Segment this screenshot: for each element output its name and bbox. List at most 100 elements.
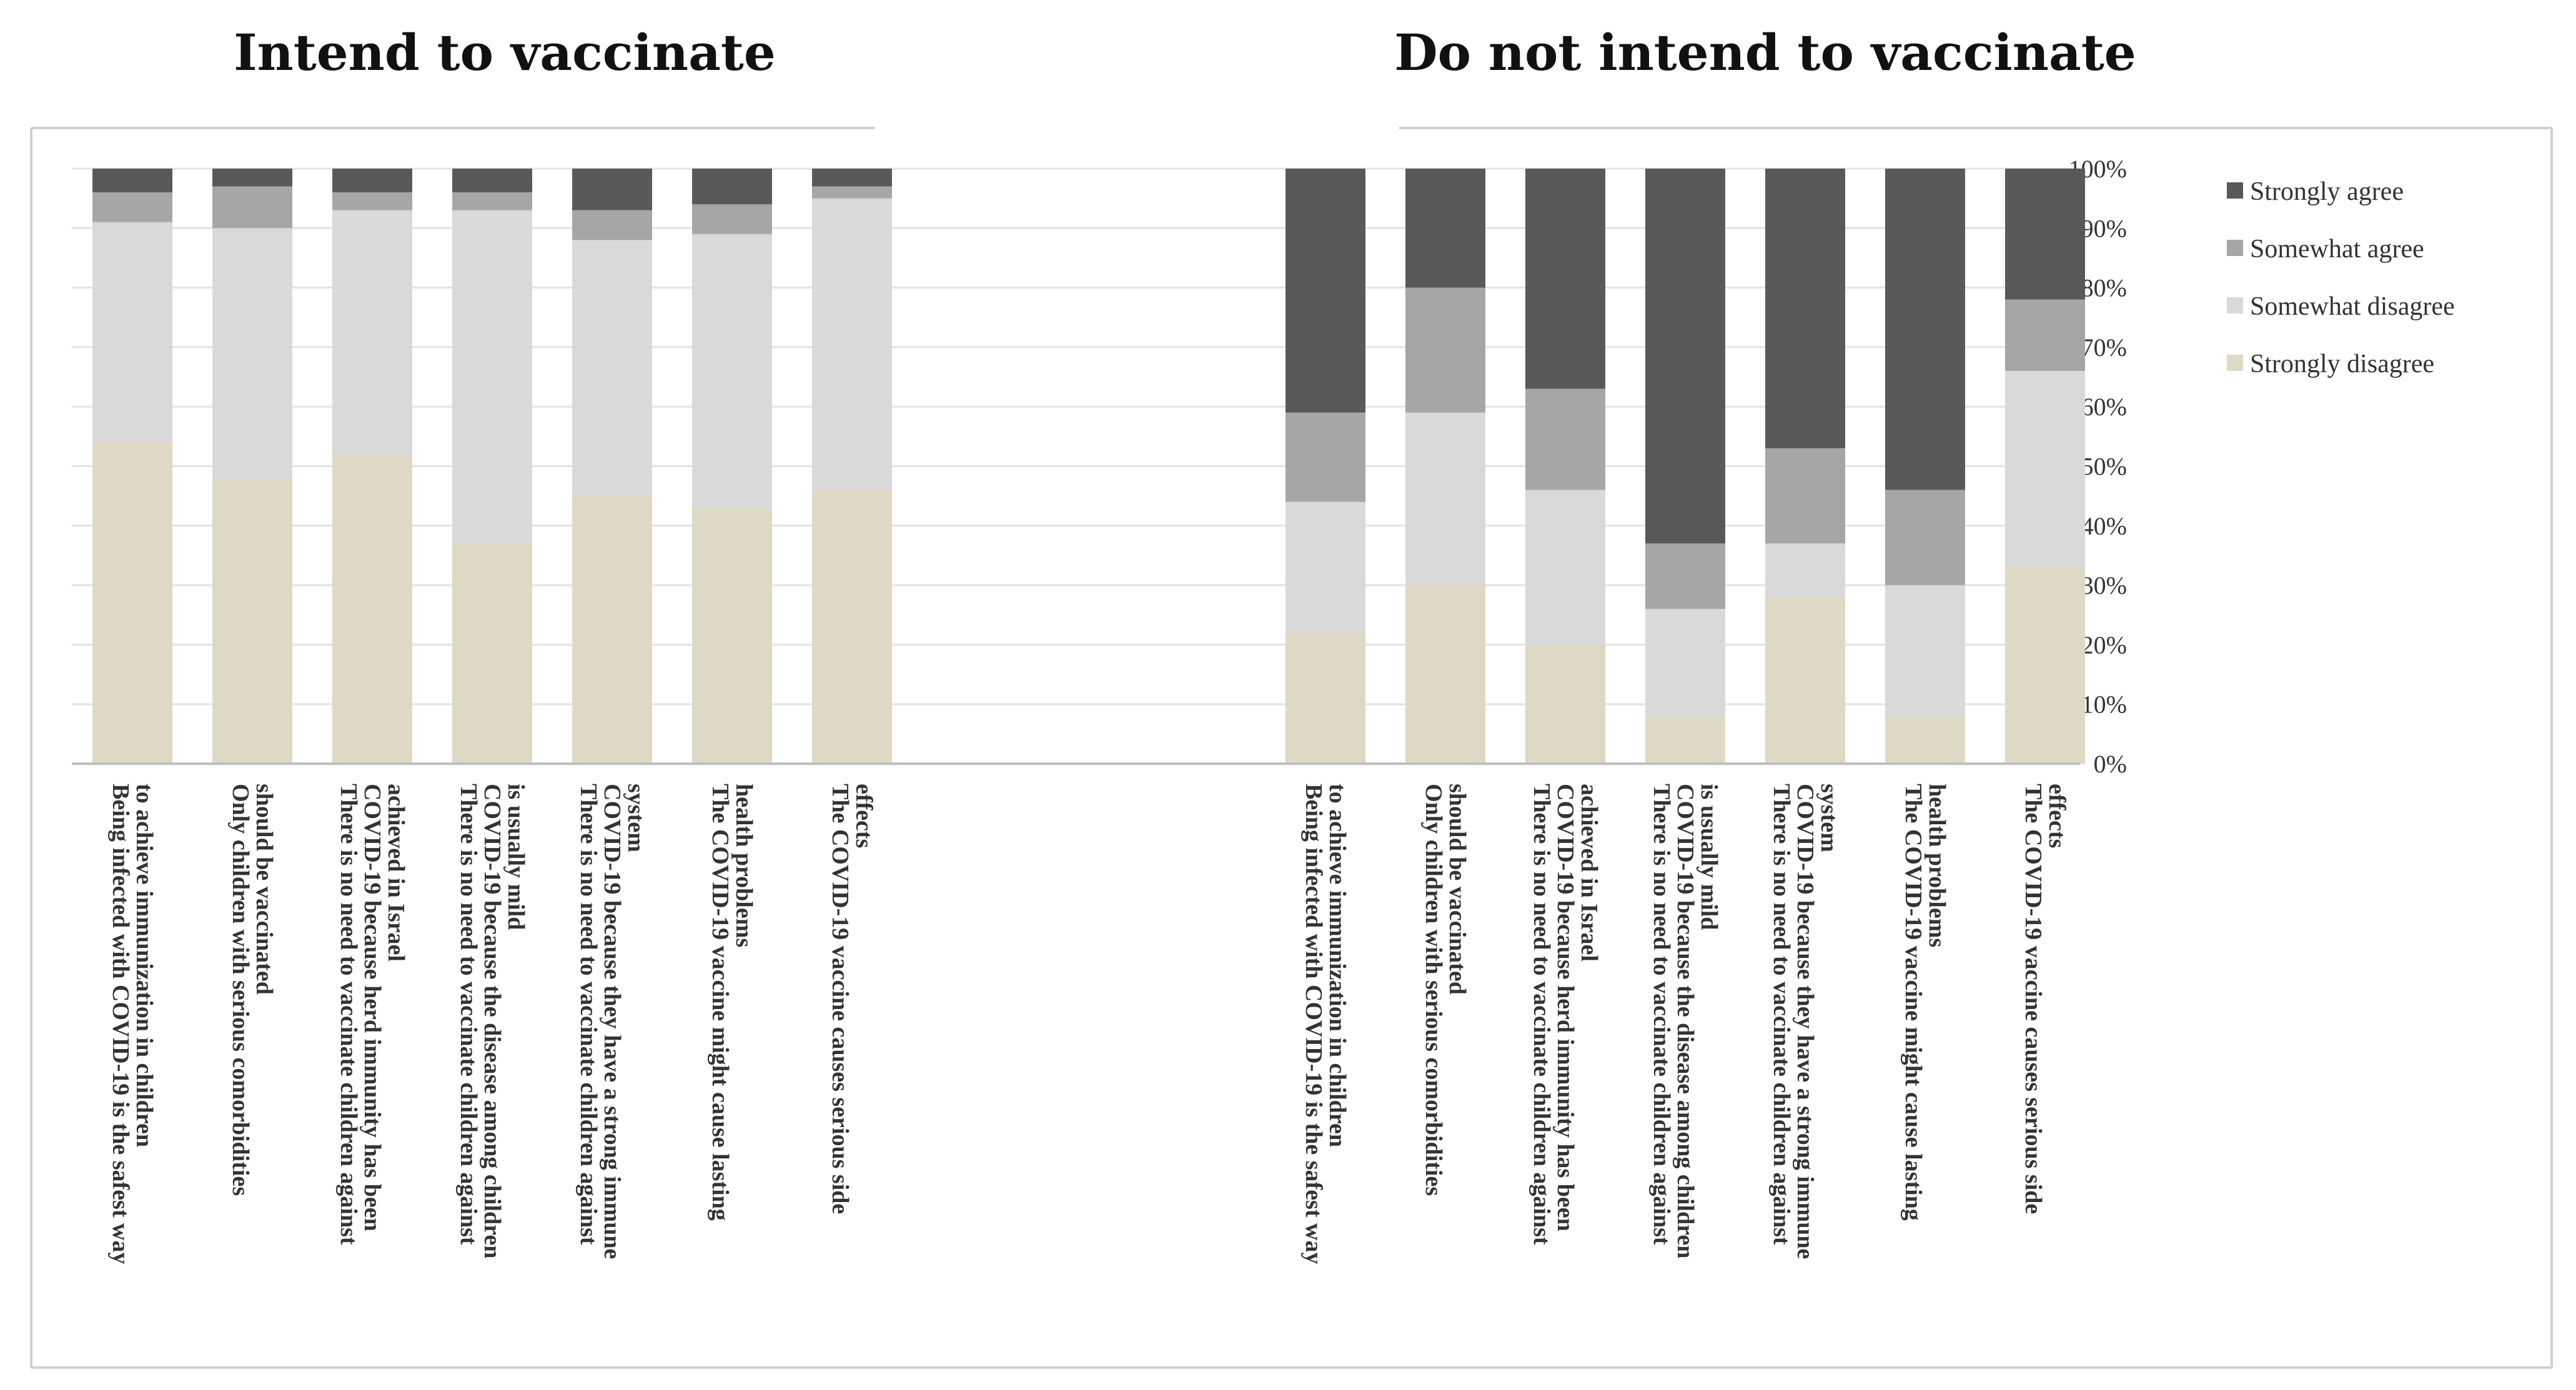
bar-segment-somewhat-agree xyxy=(1885,490,1965,586)
bar-segment-somewhat-disagree xyxy=(2005,371,2085,568)
bar-segment-somewhat-disagree xyxy=(212,228,292,478)
bar-segment-somewhat-disagree xyxy=(692,234,772,508)
category-label-line: COVID-19 because the disease among child… xyxy=(1672,784,1698,1258)
bar-segment-strongly-disagree xyxy=(452,543,532,764)
bar-segment-somewhat-agree xyxy=(812,186,892,199)
y-tick-label: 40% xyxy=(2081,512,2127,540)
bar-segment-somewhat-agree xyxy=(2005,299,2085,372)
bar-segment-strongly-agree xyxy=(692,169,772,205)
category-label: Being infected with COVID-19 is the safe… xyxy=(107,784,157,1264)
category-label-line: There is no need to vaccinate children a… xyxy=(335,784,362,1245)
category-label-line: Being infected with COVID-19 is the safe… xyxy=(107,784,134,1264)
category-label-line: The COVID-19 vaccine causes serious side xyxy=(2020,784,2046,1214)
category-label-line: health problems xyxy=(731,784,757,947)
legend-label: Strongly agree xyxy=(2250,177,2404,206)
category-label: There is no need to vaccinate children a… xyxy=(1768,784,1842,1259)
bar-segment-strongly-disagree xyxy=(212,478,292,764)
bar-segment-strongly-disagree xyxy=(572,496,652,764)
category-label-text: The COVID-19 vaccine might cause lasting… xyxy=(707,784,757,1221)
category-label-text: There is no need to vaccinate children a… xyxy=(1528,784,1602,1245)
bar-segment-strongly-agree xyxy=(1645,169,1725,544)
bar-segment-strongly-agree xyxy=(452,169,532,193)
category-label-line: There is no need to vaccinate children a… xyxy=(1768,784,1795,1245)
category-label-line: The COVID-19 vaccine might cause lasting xyxy=(707,784,733,1221)
category-label-line: is usually mild xyxy=(503,784,529,930)
category-label-line: to achieve immunization in children xyxy=(1324,784,1350,1147)
y-tick-label: 0% xyxy=(2094,750,2127,778)
bar-segment-strongly-agree xyxy=(92,169,172,193)
bar-segment-strongly-disagree xyxy=(1525,644,1605,764)
category-label-line: is usually mild xyxy=(1696,784,1722,930)
bar-segment-somewhat-agree xyxy=(692,204,772,234)
category-label-text: The COVID-19 vaccine causes serious side… xyxy=(2020,784,2070,1214)
bar-segment-somewhat-disagree xyxy=(1645,609,1725,716)
category-label-line: COVID-19 because they have a strong immu… xyxy=(599,784,625,1259)
category-label-line: COVID-19 because herd immunity has been xyxy=(359,784,385,1231)
y-tick-label: 90% xyxy=(2081,214,2127,242)
bar-segment-strongly-agree xyxy=(212,169,292,187)
y-tick-label: 50% xyxy=(2081,453,2127,481)
legend-label: Somewhat agree xyxy=(2250,235,2424,264)
category-label-line: There is no need to vaccinate children a… xyxy=(455,784,482,1245)
category-label-line: There is no need to vaccinate children a… xyxy=(575,784,602,1245)
bar-segment-strongly-disagree xyxy=(2005,567,2085,764)
y-tick-label: 80% xyxy=(2081,274,2127,302)
category-label: There is no need to vaccinate children a… xyxy=(1528,784,1602,1245)
category-label-line: effects xyxy=(851,784,877,848)
category-label-line: effects xyxy=(2044,784,2070,848)
legend-swatch xyxy=(2227,355,2243,371)
bar-segment-strongly-disagree xyxy=(332,454,412,764)
category-label-text: Being infected with COVID-19 is the safe… xyxy=(107,784,157,1264)
category-label-text: The COVID-19 vaccine might cause lasting… xyxy=(1900,784,1950,1221)
y-tick-label: 30% xyxy=(2081,571,2127,599)
category-label: The COVID-19 vaccine causes serious side… xyxy=(827,784,877,1214)
bar-segment-strongly-agree xyxy=(2005,169,2085,300)
category-label-line: The COVID-19 vaccine causes serious side xyxy=(827,784,853,1214)
bar-segment-somewhat-disagree xyxy=(92,222,172,443)
panel-title-intend: Intend to vaccinate xyxy=(234,23,776,82)
legend: Strongly agree Somewhat agree Somewhat dis… xyxy=(2227,177,2455,378)
category-label-line: COVID-19 because the disease among child… xyxy=(479,784,505,1258)
category-label: There is no need to vaccinate children a… xyxy=(455,784,529,1258)
y-axis-tick-labels: 0%10%20%30%40%50%60%70%80%90%100% xyxy=(2069,155,2127,778)
category-label-line: system xyxy=(1816,784,1842,852)
category-label-text: There is no need to vaccinate children a… xyxy=(1768,784,1842,1259)
y-tick-label: 70% xyxy=(2081,333,2127,362)
bar-segment-somewhat-agree xyxy=(1765,448,1845,544)
category-label: Only children with serious comorbidities… xyxy=(227,784,277,1196)
panel-title-not-intend: Do not intend to vaccinate xyxy=(1394,23,2136,82)
category-label: Being infected with COVID-19 is the safe… xyxy=(1300,784,1350,1264)
category-label-line: should be vaccinated xyxy=(251,784,277,995)
category-label-line: COVID-19 because they have a strong immu… xyxy=(1792,784,1818,1259)
category-label-line: to achieve immunization in children xyxy=(131,784,157,1147)
category-label-line: Being infected with COVID-19 is the safe… xyxy=(1300,784,1327,1264)
bar-segment-somewhat-agree xyxy=(572,210,652,240)
legend-swatch xyxy=(2227,240,2243,256)
bar-segment-strongly-agree xyxy=(572,169,652,210)
category-label: Only children with serious comorbidities… xyxy=(1420,784,1470,1196)
bar-segment-strongly-disagree xyxy=(692,508,772,764)
category-label-line: The COVID-19 vaccine might cause lasting xyxy=(1900,784,1926,1221)
category-label-line: achieved in Israel xyxy=(1576,784,1602,962)
category-label-text: Only children with serious comorbidities… xyxy=(227,784,277,1196)
bar-segment-somewhat-agree xyxy=(1645,543,1725,609)
bar-segment-somewhat-agree xyxy=(1405,287,1485,413)
bar-segment-strongly-disagree xyxy=(1765,597,1845,764)
category-label-text: Being infected with COVID-19 is the safe… xyxy=(1300,784,1350,1264)
category-label-line: achieved in Israel xyxy=(383,784,409,962)
bar-segment-somewhat-disagree xyxy=(452,210,532,544)
y-tick-label: 60% xyxy=(2081,393,2127,421)
bar-segment-somewhat-disagree xyxy=(1765,543,1845,598)
category-label-text: There is no need to vaccinate children a… xyxy=(335,784,409,1245)
y-tick-label: 10% xyxy=(2081,691,2127,719)
category-label-line: COVID-19 because herd immunity has been xyxy=(1552,784,1578,1231)
bar-segment-somewhat-agree xyxy=(1525,388,1605,490)
bar-segment-somewhat-disagree xyxy=(1885,585,1965,716)
bars xyxy=(92,169,2085,764)
category-labels: Being infected with COVID-19 is the safe… xyxy=(107,784,2070,1264)
category-label-text: There is no need to vaccinate children a… xyxy=(455,784,529,1258)
bar-segment-strongly-agree xyxy=(1405,169,1485,288)
legend-swatch xyxy=(2227,182,2243,199)
category-label-line: There is no need to vaccinate children a… xyxy=(1648,784,1675,1245)
